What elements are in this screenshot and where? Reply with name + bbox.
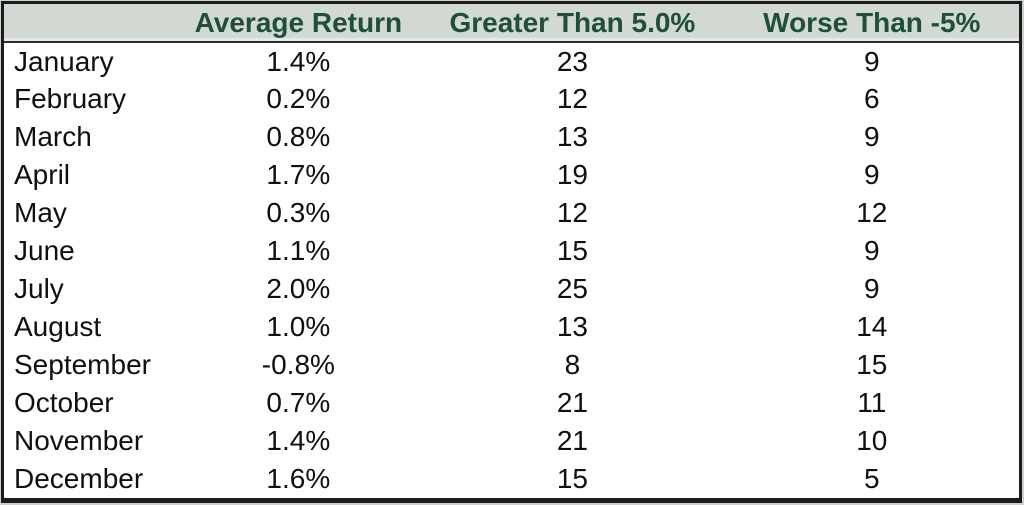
table-row: November 1.4% 21 10 — [4, 422, 1019, 460]
avg-return-cell: 1.0% — [266, 311, 331, 342]
table-body: January 1.4% 23 9 February 0.2% 12 6 March 0.8% 13… — [4, 42, 1019, 498]
worse-than-neg5-cell: 9 — [864, 45, 880, 77]
month-cell: July — [14, 273, 64, 304]
table-row: October 0.7% 21 11 — [4, 384, 1019, 422]
avg-return-cell: 1.7% — [266, 159, 331, 190]
worse-than-neg5-cell: 11 — [857, 387, 887, 418]
month-cell: June — [14, 235, 75, 266]
table-row: February 0.2% 12 6 — [4, 80, 1019, 118]
column-header-greater-than-5: Greater Than 5.0% — [420, 4, 725, 43]
month-cell: December — [14, 463, 144, 494]
month-cell: November — [14, 425, 144, 456]
avg-return-cell: 0.2% — [266, 83, 331, 114]
month-cell: January — [14, 45, 114, 77]
greater-than-5-cell: 21 — [556, 425, 588, 456]
month-cell: February — [14, 83, 127, 114]
worse-than-neg5-cell: 9 — [864, 235, 880, 266]
table-row: May 0.3% 12 12 — [4, 194, 1019, 232]
greater-than-5-cell: 12 — [556, 83, 588, 114]
month-cell: April — [14, 159, 71, 190]
worse-than-neg5-cell: 12 — [856, 197, 888, 228]
month-cell: October — [14, 387, 114, 418]
avg-return-cell: 0.7% — [266, 387, 331, 418]
column-header-worse-than-neg5: Worse Than -5% — [724, 4, 1019, 43]
greater-than-5-cell: 12 — [556, 197, 588, 228]
greater-than-5-cell: 15 — [556, 235, 588, 266]
column-header-month — [4, 4, 177, 43]
worse-than-neg5-cell: 14 — [856, 311, 888, 342]
column-header-average-return: Average Return — [176, 4, 421, 43]
avg-return-cell: 1.6% — [266, 463, 331, 494]
table-row: June 1.1% 15 9 — [4, 232, 1019, 270]
table-row: March 0.8% 13 9 — [4, 118, 1019, 156]
worse-than-neg5-cell: 6 — [864, 83, 880, 114]
worse-than-neg5-cell: 9 — [864, 159, 880, 190]
header-row: Average Return Greater Than 5.0% Worse T… — [4, 4, 1019, 43]
table-row: September -0.8% 8 15 — [4, 346, 1019, 384]
month-cell: September — [14, 349, 151, 380]
greater-than-5-cell: 19 — [556, 159, 588, 190]
table-row: January 1.4% 23 9 — [4, 42, 1019, 80]
month-cell: March — [14, 121, 92, 152]
greater-than-5-cell: 15 — [556, 463, 588, 494]
avg-return-cell: 1.4% — [266, 425, 331, 456]
greater-than-5-cell: 23 — [556, 45, 588, 77]
greater-than-5-cell: 8 — [564, 349, 581, 380]
worse-than-neg5-cell: 9 — [864, 121, 880, 152]
month-cell: August — [14, 311, 102, 342]
greater-than-5-cell: 13 — [556, 311, 588, 342]
avg-return-cell: 0.8% — [266, 121, 331, 152]
month-cell: May — [14, 197, 67, 228]
worse-than-neg5-cell: 9 — [864, 273, 880, 304]
table-row: December 1.6% 15 5 — [4, 460, 1019, 498]
table-header: Average Return Greater Than 5.0% Worse T… — [4, 4, 1019, 43]
monthly-returns-table: Average Return Greater Than 5.0% Worse T… — [4, 4, 1019, 498]
avg-return-cell: 2.0% — [266, 273, 331, 304]
greater-than-5-cell: 13 — [556, 121, 588, 152]
worse-than-neg5-cell: 5 — [864, 463, 880, 494]
avg-return-cell: -0.8% — [261, 349, 335, 380]
avg-return-cell: 1.1% — [266, 235, 331, 266]
worse-than-neg5-cell: 15 — [856, 349, 888, 380]
greater-than-5-cell: 21 — [556, 387, 588, 418]
avg-return-cell: 1.4% — [266, 45, 331, 77]
greater-than-5-cell: 25 — [556, 273, 588, 304]
worse-than-neg5-cell: 10 — [856, 425, 888, 456]
table-row: August 1.0% 13 14 — [4, 308, 1019, 346]
avg-return-cell: 0.3% — [266, 197, 331, 228]
table-row: April 1.7% 19 9 — [4, 156, 1019, 194]
table-row: July 2.0% 25 9 — [4, 270, 1019, 308]
